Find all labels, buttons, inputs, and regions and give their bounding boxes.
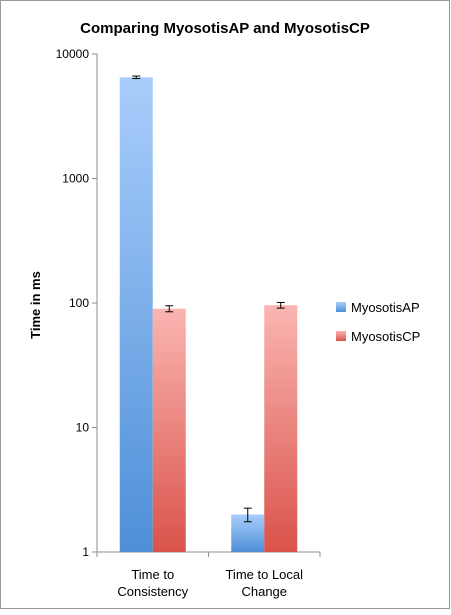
legend-label-MyosotisCP: MyosotisCP	[351, 329, 420, 344]
legend-swatch-MyosotisCP	[336, 331, 346, 341]
x-category-label: Time to Consistency	[117, 567, 188, 599]
y-axis-label: Time in ms	[28, 271, 43, 339]
legend-label-MyosotisAP: MyosotisAP	[351, 300, 420, 315]
legend: MyosotisAP MyosotisCP	[336, 300, 420, 344]
y-tick-label: 1	[82, 545, 89, 559]
x-category-label: Time to Local Change	[225, 567, 303, 599]
y-tick-label: 1000	[62, 172, 89, 186]
y-tick-label: 100	[69, 296, 89, 310]
bar-MyosotisCP-1	[264, 305, 298, 552]
y-tick-label: 10000	[56, 47, 90, 61]
chart-title: Comparing MyosotisAP and MyosotisCP	[80, 20, 370, 37]
bar-MyosotisCP-0	[152, 308, 186, 552]
bar-MyosotisAP-0	[119, 77, 153, 552]
plot-area: 1 10 100 1000 10000 Time to Consistency Time to…	[56, 47, 321, 599]
legend-swatch-MyosotisAP	[336, 302, 346, 312]
y-tick-label: 10	[76, 421, 90, 435]
